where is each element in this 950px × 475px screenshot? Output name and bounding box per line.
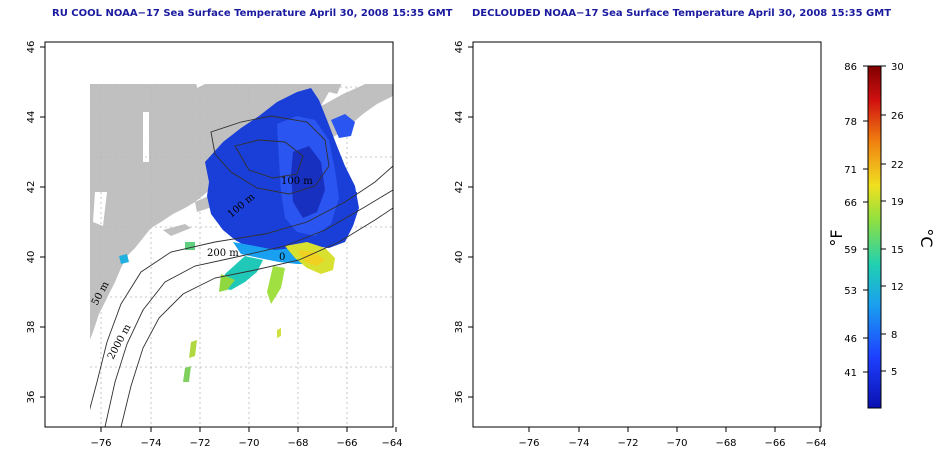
colorbar-f-label: 53 bbox=[844, 286, 857, 297]
left-x-tick-label: −72 bbox=[189, 438, 210, 449]
left-sst-field bbox=[119, 88, 359, 382]
colorbar-c-label: 5 bbox=[891, 367, 897, 378]
right-x-tick-label: −76 bbox=[518, 438, 539, 449]
left-x-tick-label: −66 bbox=[336, 438, 357, 449]
right-x-tick-label: −70 bbox=[666, 438, 687, 449]
colorbar-f-label: 78 bbox=[844, 117, 857, 128]
right-contour-label-0: 0 bbox=[707, 252, 713, 263]
left-y-tick-label: 36 bbox=[26, 391, 37, 404]
colorbar-c-label: 8 bbox=[891, 330, 897, 341]
left-x-tick-label: −74 bbox=[140, 438, 161, 449]
colorbar-c-label: 15 bbox=[891, 245, 904, 256]
right-x-tick-label: −72 bbox=[617, 438, 638, 449]
right-contour-label-200m: 200 m bbox=[635, 248, 667, 259]
left-map-title: RU COOL NOAA−17 Sea Surface Temperature … bbox=[52, 8, 453, 19]
left-map-panel: 200 m 50 m 2000 m 100 m 100 m 0 −76 −74 … bbox=[26, 41, 403, 449]
colorbar-ticks bbox=[863, 65, 886, 373]
colorbar-f-label: 71 bbox=[844, 165, 857, 176]
left-x-tick-label: −76 bbox=[90, 438, 111, 449]
left-contour-label-0: 0 bbox=[279, 252, 285, 263]
right-map-gridlines bbox=[473, 42, 821, 427]
colorbar-celsius-labels: 30 26 22 19 15 12 8 5 bbox=[891, 62, 904, 378]
right-x-tick-label: −66 bbox=[764, 438, 785, 449]
left-y-tick-label: 40 bbox=[26, 251, 37, 264]
right-map-panel: 200 m 50 m 2000 m 100 m 0 −76 −74 −72 −7… bbox=[454, 41, 827, 449]
right-map-title: DECLOUDED NOAA−17 Sea Surface Temperatur… bbox=[472, 8, 892, 19]
right-x-tick-label: −74 bbox=[568, 438, 589, 449]
left-y-tick-label: 46 bbox=[26, 41, 37, 54]
right-map-land bbox=[473, 42, 821, 427]
left-contour-label-100m-b: 100 m bbox=[281, 176, 313, 187]
colorbar-f-label: 41 bbox=[844, 368, 857, 379]
colorbar: 86 78 71 66 59 53 46 41 30 26 22 19 15 1… bbox=[827, 62, 936, 409]
left-map-frame bbox=[44, 41, 394, 428]
right-map-contours bbox=[513, 116, 821, 427]
colorbar-c-label: 12 bbox=[891, 282, 904, 293]
left-x-tick-label: −64 bbox=[381, 438, 402, 449]
right-contour-labels: 200 m 50 m 2000 m 100 m 0 bbox=[518, 176, 741, 361]
left-x-tick-label: −68 bbox=[287, 438, 308, 449]
right-y-tick-label: 40 bbox=[454, 251, 465, 264]
right-x-tick-label: −64 bbox=[805, 438, 826, 449]
right-y-tick-label: 42 bbox=[454, 181, 465, 194]
right-y-tick-labels: 36 38 40 42 44 46 bbox=[454, 41, 465, 404]
left-y-tick-label: 42 bbox=[26, 181, 37, 194]
colorbar-f-label: 59 bbox=[844, 245, 857, 256]
colorbar-unit-celsius: °C bbox=[917, 228, 936, 247]
left-x-tick-labels: −76 −74 −72 −70 −68 −66 −64 bbox=[90, 438, 402, 449]
colorbar-fahrenheit-labels: 86 78 71 66 59 53 46 41 bbox=[844, 62, 857, 379]
colorbar-f-label: 46 bbox=[844, 334, 857, 345]
left-axis-ticks bbox=[40, 46, 397, 432]
right-x-tick-labels: −76 −74 −72 −70 −68 −66 −64 bbox=[518, 438, 826, 449]
colorbar-c-label: 26 bbox=[891, 111, 904, 122]
right-map-frame bbox=[472, 41, 822, 428]
left-y-tick-label: 38 bbox=[26, 321, 37, 334]
right-map-ocean bbox=[473, 42, 821, 427]
right-x-tick-label: −68 bbox=[715, 438, 736, 449]
left-contour-label-200m: 200 m bbox=[207, 248, 239, 259]
left-x-tick-label: −70 bbox=[238, 438, 259, 449]
colorbar-c-label: 30 bbox=[891, 62, 904, 73]
right-axis-ticks bbox=[468, 46, 821, 432]
colorbar-unit-fahrenheit: °F bbox=[827, 229, 846, 246]
right-contour-label-2000m: 2000 m bbox=[534, 322, 562, 361]
right-y-tick-label: 38 bbox=[454, 321, 465, 334]
right-contour-label-50m: 50 m bbox=[518, 279, 540, 307]
right-y-tick-label: 44 bbox=[454, 111, 465, 124]
colorbar-f-label: 66 bbox=[844, 198, 857, 209]
colorbar-c-label: 22 bbox=[891, 160, 904, 171]
left-y-tick-label: 44 bbox=[26, 111, 37, 124]
colorbar-c-label: 19 bbox=[891, 197, 904, 208]
right-contour-label-100m: 100 m bbox=[709, 176, 741, 187]
right-sst-field bbox=[473, 112, 773, 282]
right-y-tick-label: 36 bbox=[454, 391, 465, 404]
right-y-tick-label: 46 bbox=[454, 41, 465, 54]
colorbar-f-label: 86 bbox=[844, 62, 857, 73]
colorbar-gradient bbox=[867, 65, 882, 409]
left-y-tick-labels: 36 38 40 42 44 46 bbox=[26, 41, 37, 404]
